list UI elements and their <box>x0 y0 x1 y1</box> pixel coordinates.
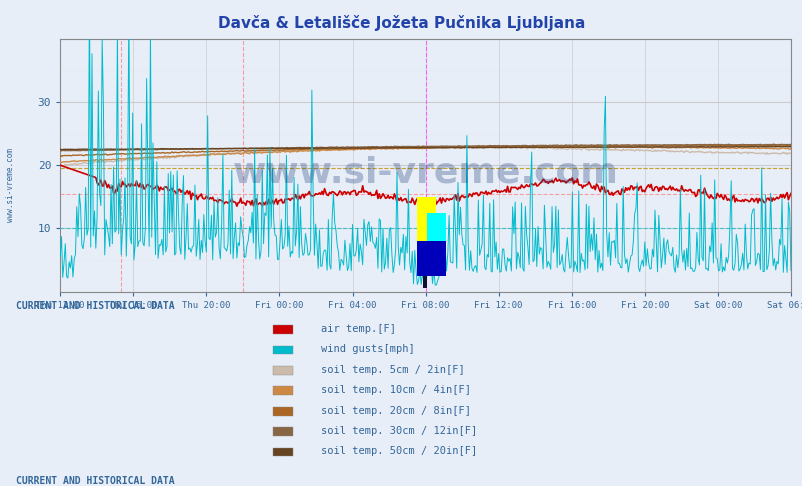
Text: soil temp. 50cm / 20in[F]: soil temp. 50cm / 20in[F] <box>321 447 477 456</box>
Bar <box>416 241 445 276</box>
Text: soil temp. 20cm / 8in[F]: soil temp. 20cm / 8in[F] <box>321 406 471 416</box>
Text: soil temp. 10cm / 4in[F]: soil temp. 10cm / 4in[F] <box>321 385 471 395</box>
Text: air temp.[F]: air temp.[F] <box>321 324 395 334</box>
Bar <box>422 276 427 288</box>
Text: Davča & Letališče Jožeta Pučnika Ljubljana: Davča & Letališče Jožeta Pučnika Ljublja… <box>217 15 585 31</box>
Text: soil temp. 5cm / 2in[F]: soil temp. 5cm / 2in[F] <box>321 365 464 375</box>
Text: wind gusts[mph]: wind gusts[mph] <box>321 345 415 354</box>
Text: soil temp. 30cm / 12in[F]: soil temp. 30cm / 12in[F] <box>321 426 477 436</box>
Bar <box>427 213 445 241</box>
Text: CURRENT AND HISTORICAL DATA: CURRENT AND HISTORICAL DATA <box>16 301 175 311</box>
Bar <box>416 197 435 241</box>
Text: www.si-vreme.com: www.si-vreme.com <box>6 148 15 222</box>
Text: www.si-vreme.com: www.si-vreme.com <box>233 156 618 190</box>
Text: CURRENT AND HISTORICAL DATA: CURRENT AND HISTORICAL DATA <box>16 476 175 486</box>
